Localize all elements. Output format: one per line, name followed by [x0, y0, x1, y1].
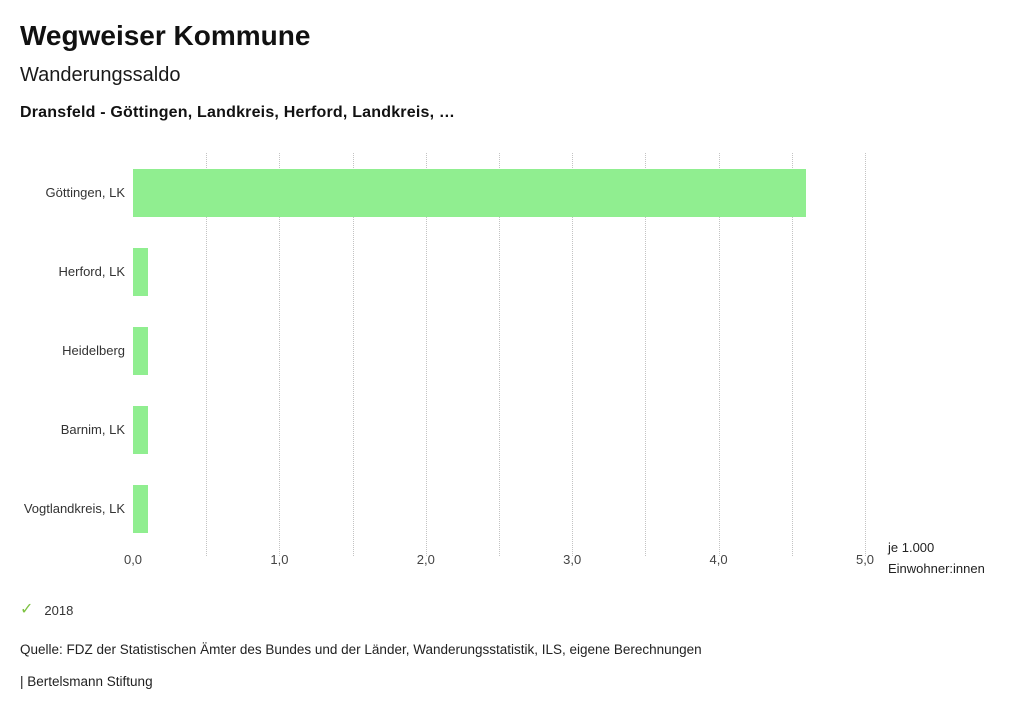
x-tick-label: 1,0	[270, 552, 289, 567]
chart-bar[interactable]	[133, 247, 148, 296]
plot-area	[133, 153, 866, 556]
x-tick-label: 3,0	[563, 552, 582, 567]
bar-row	[133, 311, 865, 390]
bar-rows	[133, 153, 865, 548]
bar-chart: Göttingen, LK Herford, LK Heidelberg Barnim…	[20, 153, 1004, 583]
bar-row	[133, 232, 865, 311]
chart-subtitle: Wanderungssaldo	[20, 64, 181, 86]
y-axis-labels: Göttingen, LK Herford, LK Heidelberg Barnim…	[20, 153, 125, 548]
x-axis-unit-label: je 1.000 Einwohner:innen	[888, 538, 985, 580]
category-label: Heidelberg	[62, 342, 125, 358]
chart-bar[interactable]	[133, 405, 148, 454]
x-tick-label: 5,0	[855, 552, 875, 567]
gridline	[352, 153, 354, 556]
chart-bar[interactable]	[133, 326, 148, 375]
x-tick-label: 0,0	[123, 552, 143, 567]
gridline	[425, 153, 427, 556]
category-label: Barnim, LK	[60, 421, 125, 437]
category-label: Herford, LK	[58, 263, 125, 279]
chart-selection: Dransfeld - Göttingen, Landkreis, Herfor…	[20, 104, 456, 121]
gridline	[865, 153, 866, 556]
x-tick-label: 4,0	[709, 552, 728, 567]
gridlines	[133, 153, 866, 556]
gridline	[718, 153, 720, 556]
bar-row	[133, 469, 865, 548]
gridline	[572, 153, 574, 556]
brand-text: | Bertelsmann Stiftung	[20, 674, 153, 689]
gridline	[279, 153, 281, 556]
gridline	[499, 153, 500, 556]
x-axis-unit-line2: Einwohner:innen	[888, 560, 985, 576]
x-axis-unit-line1: je 1.000	[888, 540, 935, 555]
gridline	[791, 153, 793, 556]
gridline	[206, 153, 208, 556]
source-text: Quelle: FDZ der Statistischen Ämter des …	[20, 642, 702, 657]
x-axis-ticks: 0,0 1,0 2,0 3,0 4,0 5,0	[124, 552, 874, 570]
chart-bar[interactable]	[133, 168, 807, 217]
gridline	[645, 153, 647, 556]
bar-row	[133, 153, 865, 232]
chart-bar[interactable]	[133, 484, 148, 533]
legend-year-label[interactable]: 2018	[44, 602, 74, 618]
legend: ✓ 2018	[20, 602, 73, 618]
category-label: Vogtlandkreis, LK	[23, 500, 125, 516]
x-tick-label: 2,0	[416, 552, 435, 567]
bar-row	[133, 390, 865, 469]
category-label: Göttingen, LK	[45, 184, 126, 200]
checkmark-icon[interactable]: ✓	[20, 601, 34, 618]
page-title: Wegweiser Kommune	[20, 20, 311, 51]
